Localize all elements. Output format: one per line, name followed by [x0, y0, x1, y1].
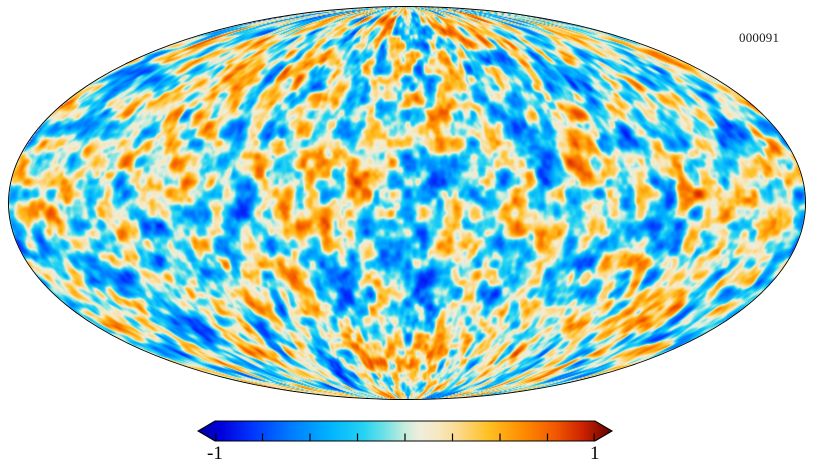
colorbar-body: [197, 420, 614, 442]
colorbar-max-label: 1: [590, 443, 600, 464]
colorbar-gradient-bar: [197, 420, 614, 442]
colorbar-ticks: [215, 433, 595, 441]
colorbar-tick-labels: -1 1: [197, 443, 617, 469]
sky-map: [8, 6, 806, 400]
sky-map-heatmap: [9, 7, 805, 399]
mollweide-ellipse-outline: [8, 6, 806, 400]
colorbar: -1 1: [197, 419, 617, 469]
colorbar-min-label: -1: [207, 443, 223, 464]
